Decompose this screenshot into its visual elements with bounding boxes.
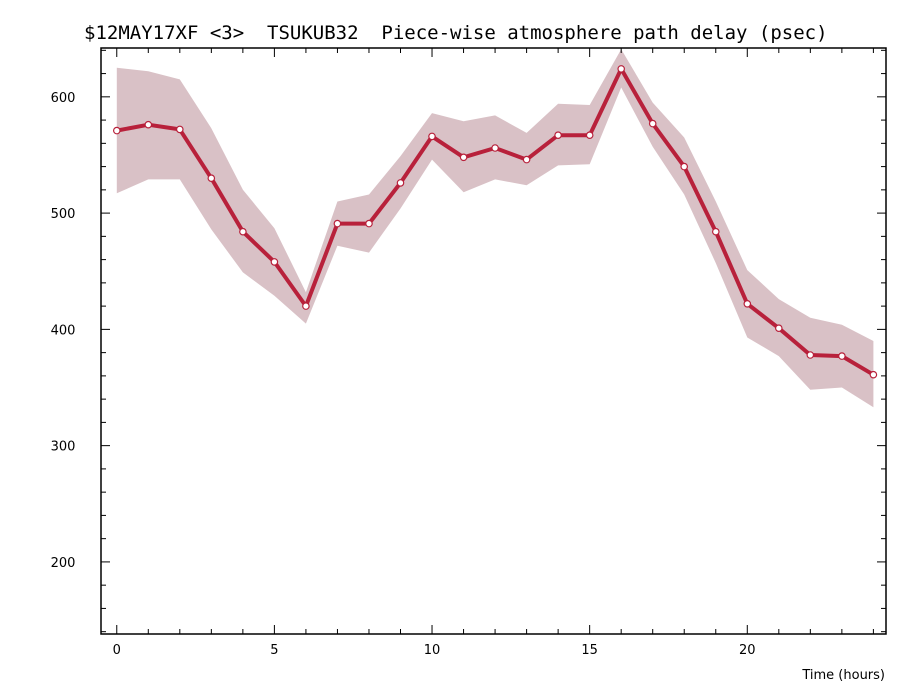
data-point xyxy=(680,162,689,171)
data-point xyxy=(302,302,310,310)
x-tick-label: 10 xyxy=(424,643,441,658)
data-point xyxy=(207,174,216,183)
x-tick-labels: 0 5 10 15 20 xyxy=(113,643,756,658)
data-point xyxy=(711,227,720,236)
data-point xyxy=(144,120,153,129)
y-tick-label: 500 xyxy=(51,207,76,222)
data-point xyxy=(806,351,815,359)
plot-frame xyxy=(100,47,887,635)
y-tick-label: 600 xyxy=(51,91,76,106)
data-point xyxy=(617,65,626,73)
data-point xyxy=(333,219,342,228)
data-point xyxy=(459,153,468,162)
data-point xyxy=(869,370,878,379)
data-point xyxy=(239,227,247,236)
x-tick-label: 0 xyxy=(113,643,121,658)
data-point xyxy=(774,324,783,333)
data-point xyxy=(176,125,184,134)
x-axis-label: Time (hours) xyxy=(801,668,885,683)
data-point xyxy=(838,352,846,360)
x-tick-label: 5 xyxy=(270,643,278,658)
y-tick-label: 400 xyxy=(51,323,76,338)
y-tick-label: 300 xyxy=(51,440,76,455)
axis-ticks xyxy=(101,48,886,634)
data-point xyxy=(491,144,499,152)
y-tick-label: 200 xyxy=(51,556,76,571)
uncertainty-band-layer xyxy=(116,49,874,408)
uncertainty-band xyxy=(116,49,874,408)
data-point-layer xyxy=(113,65,878,379)
data-point xyxy=(743,299,752,308)
data-point xyxy=(113,126,121,135)
y-tick-labels: 200 300 400 500 600 xyxy=(51,91,76,571)
data-point xyxy=(554,131,562,140)
x-tick-label: 20 xyxy=(739,643,756,658)
x-tick-label: 15 xyxy=(581,643,598,658)
data-point xyxy=(270,258,279,266)
chart-title: $12MAY17XF <3> TSUKUB32 Piece-wise atmos… xyxy=(84,22,828,44)
data-point xyxy=(522,155,531,164)
data-point xyxy=(396,179,405,187)
data-point xyxy=(428,132,436,141)
data-point xyxy=(648,119,657,128)
data-point xyxy=(585,131,594,140)
data-point xyxy=(365,219,373,228)
